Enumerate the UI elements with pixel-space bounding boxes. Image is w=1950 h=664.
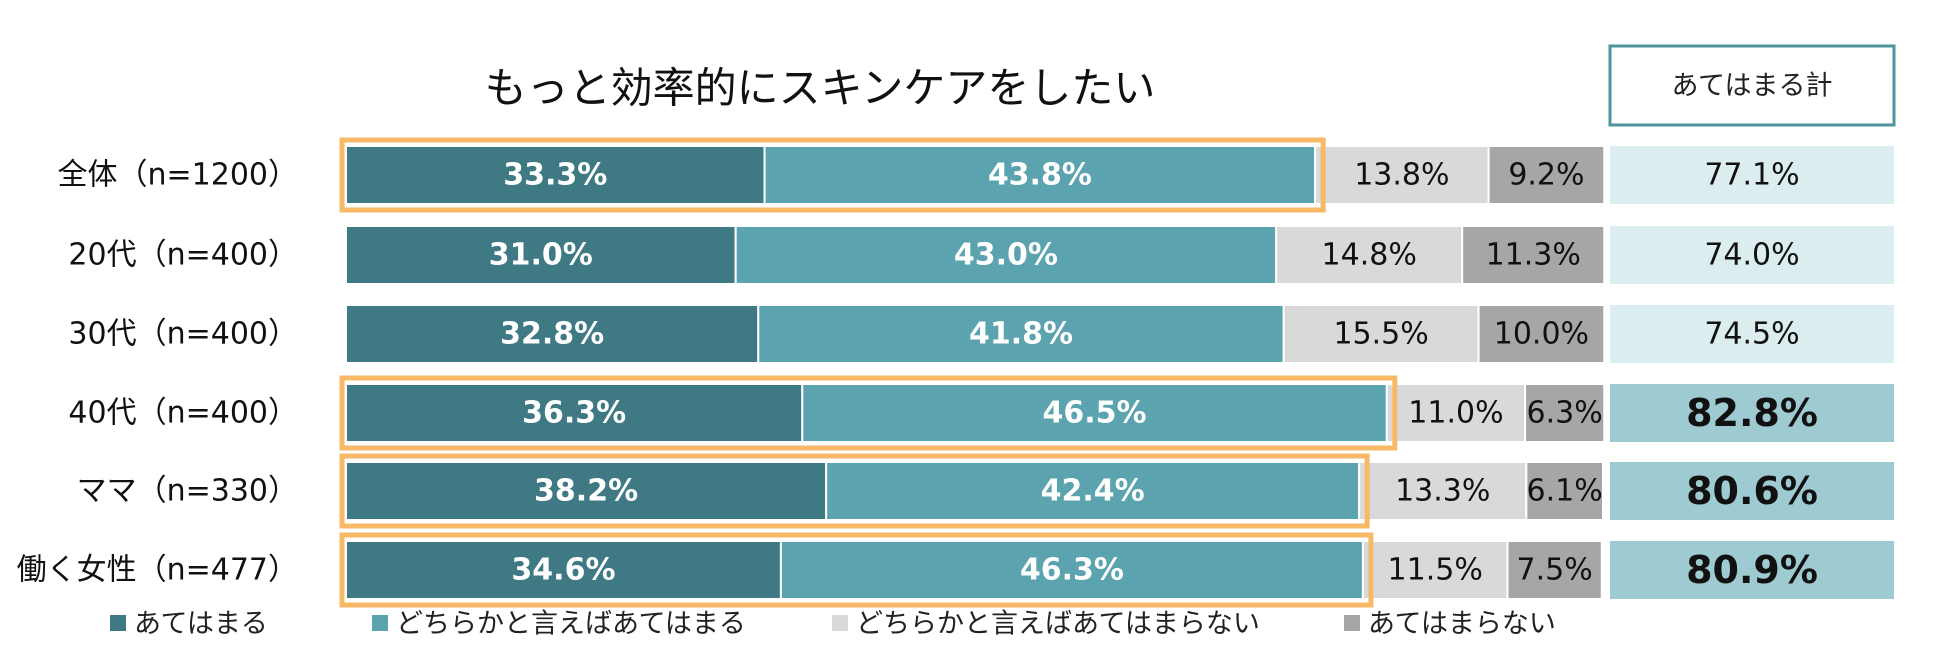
bar-segment [345, 304, 760, 364]
value-label: 38.2% [534, 474, 638, 509]
category-label: 30代（n=400） [68, 317, 298, 352]
bar-segment [1385, 383, 1527, 443]
bar-segment [1361, 540, 1509, 600]
category-label: 20代（n=400） [68, 238, 298, 273]
highlight-outline [339, 532, 1374, 608]
value-label: 6.1% [1527, 474, 1603, 509]
total-label: 74.0% [1704, 238, 1799, 273]
total-box [1610, 305, 1894, 363]
bar-segment [1461, 225, 1606, 285]
value-label: 9.2% [1508, 158, 1584, 193]
legend-swatch [1344, 615, 1360, 631]
total-box [1610, 462, 1894, 520]
highlight-outline [339, 375, 1398, 451]
value-label: 7.5% [1516, 553, 1592, 588]
value-label: 34.6% [511, 553, 615, 588]
bar-segment [734, 225, 1278, 285]
value-label: 46.5% [1043, 396, 1147, 431]
total-label: 82.8% [1686, 391, 1818, 435]
value-label: 33.3% [503, 158, 607, 193]
value-label: 15.5% [1333, 317, 1428, 352]
total-box [1610, 541, 1894, 599]
bar-segment [1524, 383, 1606, 443]
bar-segment [1477, 304, 1606, 364]
value-label: 43.8% [988, 158, 1092, 193]
bar-segment [1275, 225, 1464, 285]
bar-segment [1487, 145, 1606, 205]
legend-label: あてはまる [134, 609, 268, 640]
highlight-outline [339, 137, 1326, 213]
value-label: 10.0% [1494, 317, 1589, 352]
bar-segment [757, 304, 1285, 364]
legend-label: どちらかと言えばあてはまらない [856, 609, 1260, 640]
category-label: 全体（n=1200） [58, 158, 299, 193]
highlight-outline [339, 453, 1370, 529]
bar-segment [1282, 304, 1480, 364]
total-label: 74.5% [1704, 317, 1799, 352]
value-label: 13.3% [1395, 474, 1490, 509]
bar-segment [763, 145, 1317, 205]
bar-segment [825, 461, 1361, 521]
value-label: 11.5% [1388, 553, 1483, 588]
bar-segment [1525, 461, 1604, 521]
value-label: 46.3% [1020, 553, 1124, 588]
category-label: ママ（n=330） [77, 474, 298, 509]
totals-header: あてはまる計 [1672, 71, 1833, 102]
total-box [1610, 226, 1894, 284]
legend-swatch [110, 615, 126, 631]
value-label: 41.8% [969, 317, 1073, 352]
bar-segment [345, 145, 766, 205]
bar-segment [1506, 540, 1603, 600]
value-label: 14.8% [1322, 238, 1417, 273]
legend-swatch [832, 615, 848, 631]
chart-title: もっと効率的にスキンケアをしたい [485, 64, 1156, 113]
value-label: 11.0% [1408, 396, 1503, 431]
legend-label: どちらかと言えばあてはまる [396, 609, 746, 640]
legend-label: あてはまらない [1368, 609, 1556, 640]
total-label: 80.9% [1686, 548, 1818, 592]
value-label: 11.3% [1486, 238, 1581, 273]
totals-header-box [1608, 44, 1896, 127]
total-label: 80.6% [1686, 469, 1818, 513]
value-label: 36.3% [522, 396, 626, 431]
bar-segment [779, 540, 1364, 600]
category-label: 40代（n=400） [68, 396, 298, 431]
value-label: 6.3% [1527, 396, 1603, 431]
total-box [1610, 146, 1894, 204]
value-label: 31.0% [489, 238, 593, 273]
legend-swatch [372, 615, 388, 631]
bar-segment [345, 225, 737, 285]
total-box [1610, 384, 1894, 442]
value-label: 42.4% [1041, 474, 1145, 509]
value-label: 13.8% [1354, 158, 1449, 193]
value-label: 43.0% [954, 238, 1058, 273]
total-label: 77.1% [1704, 158, 1799, 193]
value-label: 32.8% [500, 317, 604, 352]
category-label: 働く女性（n=477） [17, 553, 298, 588]
